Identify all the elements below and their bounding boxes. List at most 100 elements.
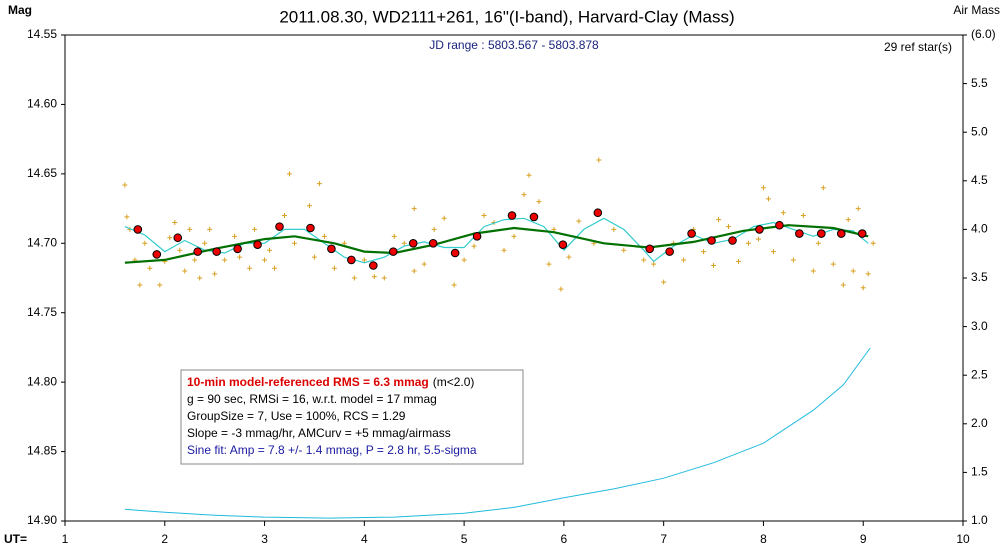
y-tick-label: 14.85	[27, 444, 57, 458]
data-point-cross	[262, 257, 268, 263]
data-point-cross	[421, 261, 427, 267]
x-tick-label: 2	[161, 532, 168, 546]
binned-point	[558, 240, 568, 249]
y-tick-label: 14.80	[27, 374, 57, 388]
data-point-cross	[511, 233, 517, 239]
y2-axis-label: Air Mass	[953, 3, 1000, 17]
x-tick-label: 4	[361, 532, 368, 546]
data-point-cross	[142, 240, 148, 246]
y2-tick-label: 5.0	[971, 124, 988, 138]
stats-line: GroupSize = 7, Use = 100%, RCS = 1.29	[187, 409, 406, 423]
data-point-cross	[441, 215, 447, 221]
data-point-cross	[701, 249, 707, 255]
data-point-cross	[800, 213, 806, 219]
binned-point	[428, 238, 438, 248]
data-point-cross	[845, 217, 851, 223]
stats-rms: 10-min model-referenced RMS = 6.3 mmag (m…	[187, 375, 474, 389]
data-point-cross	[536, 199, 542, 205]
y-axis-label: Mag	[8, 3, 32, 17]
data-point-cross	[267, 247, 273, 253]
x-tick-label: 5	[461, 532, 468, 546]
data-point-cross	[331, 265, 337, 271]
data-point-cross	[157, 282, 163, 288]
data-point-cross	[431, 226, 437, 232]
data-point-cross	[122, 182, 128, 188]
binned-point	[388, 247, 398, 256]
data-point-cross	[411, 268, 417, 274]
y-tick-label: 14.70	[27, 235, 57, 249]
data-point-cross	[187, 226, 193, 232]
data-point-cross	[311, 254, 317, 260]
data-point-cross	[147, 265, 153, 271]
data-point-cross	[202, 240, 208, 246]
x-tick-label: 8	[760, 532, 767, 546]
stats-box: 10-min model-referenced RMS = 6.3 mmag (m…	[180, 369, 524, 465]
binned-point	[450, 248, 460, 258]
x-tick-label: 1	[62, 532, 69, 546]
data-point-cross	[177, 247, 183, 253]
y2-tick-label: 5.5	[971, 76, 988, 90]
binned-point	[173, 233, 183, 243]
y-tick-label: 14.60	[27, 97, 57, 111]
y2-tick-label: 1.0	[971, 513, 988, 527]
binned-point	[687, 229, 696, 238]
data-point-cross	[207, 226, 213, 232]
data-point-cross	[726, 224, 732, 230]
data-point-cross	[321, 233, 327, 239]
binned-point	[507, 211, 517, 220]
binned-point	[253, 240, 262, 249]
binned-point	[857, 229, 867, 238]
binned-point	[593, 208, 603, 218]
binned-point	[193, 247, 203, 256]
binned-point	[665, 247, 674, 256]
binned-point	[755, 225, 764, 234]
y2-tick-label: 2.0	[971, 416, 988, 430]
x-tick-label: 6	[561, 532, 568, 546]
binned-point	[212, 247, 221, 256]
data-point-cross	[566, 254, 572, 260]
data-point-cross	[810, 268, 816, 274]
data-point-cross	[780, 210, 786, 216]
data-point-cross	[401, 240, 407, 246]
binned-point	[152, 250, 162, 259]
data-point-cross	[232, 233, 238, 239]
x-tick-label: 7	[660, 532, 667, 546]
data-point-cross	[481, 213, 487, 219]
data-point-cross	[237, 254, 243, 260]
x-axis-label: UT=	[4, 532, 27, 546]
data-point-cross	[521, 192, 527, 198]
data-point-cross	[745, 240, 751, 246]
data-point-cross	[272, 265, 278, 271]
plot-area: 1 2 3 4 5 6 7 8 9 10 14.55 14.60 14.65 14.70 14.75 14.8…	[27, 27, 996, 546]
y-tick-label: 14.75	[27, 305, 57, 319]
data-point-cross	[860, 285, 866, 291]
series-line	[124, 347, 871, 519]
data-point-cross	[546, 261, 552, 267]
data-point-cross	[855, 206, 861, 212]
y2-tick-label: 3.5	[971, 270, 988, 284]
data-point-cross	[247, 265, 253, 271]
data-point-cross	[391, 233, 397, 239]
stats-rms-note: (m<2.0)	[433, 375, 475, 389]
data-point-cross	[501, 247, 507, 253]
data-point-cross	[351, 275, 357, 281]
data-point-cross	[182, 268, 188, 274]
binned-point	[645, 244, 654, 254]
binned-point	[836, 229, 846, 238]
data-point-cross	[621, 247, 627, 253]
y-tick-label: 14.90	[27, 513, 57, 527]
data-point-cross	[167, 235, 173, 241]
data-point-cross	[611, 226, 617, 232]
data-point-cross	[381, 275, 387, 281]
data-point-cross	[865, 271, 871, 277]
binned-point	[707, 236, 716, 245]
data-point-cross	[252, 226, 258, 232]
data-point-cross	[765, 196, 771, 202]
jd-range: JD range : 5803.567 - 5803.878	[429, 38, 599, 52]
binned-point	[408, 238, 418, 248]
data-point-cross	[222, 257, 228, 263]
data-point-cross	[711, 263, 717, 269]
chart-title: 2011.08.30, WD2111+261, 16"(I-band), Har…	[279, 7, 734, 26]
data-point-cross	[371, 274, 377, 280]
data-point-cross	[282, 213, 288, 219]
